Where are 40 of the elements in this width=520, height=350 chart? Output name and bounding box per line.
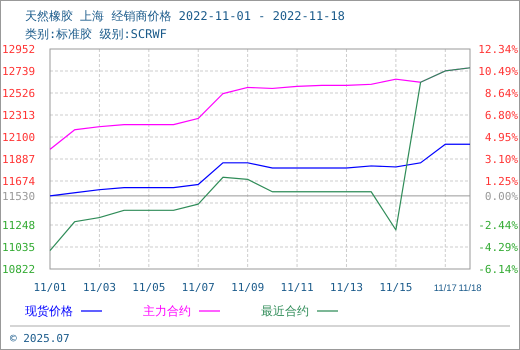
y2-tick-label: 8.64% — [484, 87, 518, 100]
x-tick-label: 11/13 — [330, 281, 364, 294]
line-series — [49, 144, 471, 196]
y-tick-label: 12313 — [2, 109, 36, 122]
x-tick-label: 11/17 — [434, 283, 457, 294]
y-tick-label: 11035 — [2, 241, 36, 254]
legend-label: 主力合约 — [143, 304, 191, 318]
line-series — [49, 67, 471, 252]
x-tick-label: 11/15 — [379, 281, 412, 294]
y-tick-label: 12526 — [2, 87, 36, 100]
y2-tick-label: 3.10% — [484, 153, 518, 166]
x-tick-label: 11/18 — [458, 283, 482, 294]
y2-tick-label: -2.44% — [478, 218, 518, 232]
y-tick-label: 12952 — [2, 43, 36, 56]
legend-label: 现货价格 — [25, 304, 73, 318]
y-tick-label: 11248 — [2, 219, 36, 232]
y2-tick-label: 1.25% — [484, 175, 518, 188]
y2-tick-label: 6.80% — [484, 108, 518, 122]
y-tick-label: 12739 — [2, 65, 36, 78]
y2-tick-label: 12.34% — [478, 43, 518, 56]
x-tick-label: 11/05 — [132, 281, 166, 294]
y2-tick-label: 4.95% — [484, 130, 518, 144]
x-tick-label: 11/09 — [231, 281, 264, 294]
legend-label: 最近合约 — [261, 304, 309, 318]
x-tick-label: 11/07 — [182, 281, 215, 294]
y-tick-label: 11674 — [2, 175, 36, 188]
x-tick-label: 11/01 — [33, 281, 67, 294]
y2-tick-label: -4.29% — [478, 240, 518, 254]
chart-title: 天然橡胶 上海 经销商价格 2022-11-01 - 2022-11-18 — [25, 9, 345, 23]
y2-tick-label: 10.49% — [478, 65, 518, 78]
y-tick-label: 10822 — [2, 263, 36, 276]
y-tick-label: 11887 — [2, 153, 36, 166]
chart-subtitle: 类别:标准胶 级别:SCRWF — [25, 27, 167, 41]
x-tick-label: 11/03 — [82, 281, 116, 294]
y2-tick-label: -6.14% — [478, 263, 518, 276]
y-tick-label: 11530 — [2, 190, 36, 203]
y2-tick-label: 0.00% — [484, 190, 518, 203]
y-tick-label: 12100 — [2, 131, 36, 144]
text: © 2025.07 — [10, 332, 70, 345]
x-tick-label: 11/11 — [280, 281, 314, 294]
